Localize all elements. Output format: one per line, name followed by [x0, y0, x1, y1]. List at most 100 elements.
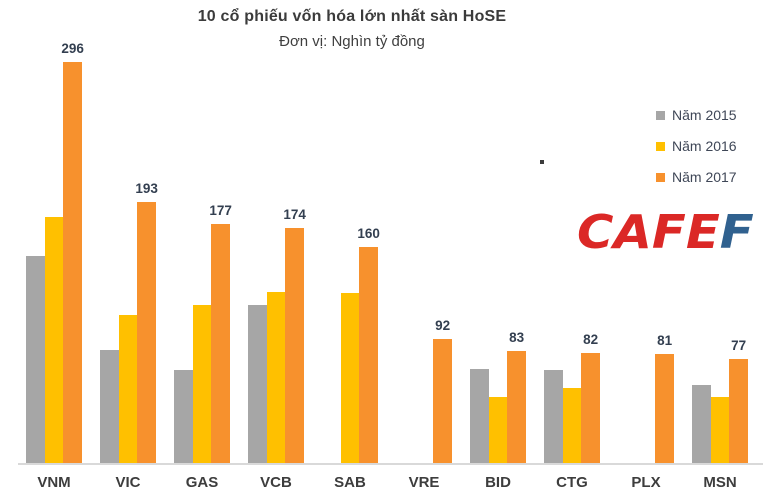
bar-gas-2015 [174, 370, 193, 464]
bar-slot-vcb-2015 [248, 62, 267, 464]
plot-area: 296 VNM 193 VIC 177 GAS 174 VCB 160 SAB 92 VRE 83 BID… [26, 41, 749, 491]
bar-vcb-2017 [285, 228, 305, 464]
bar-slot-msn-2016 [710, 62, 730, 464]
bar-slot-sab-2017: 160 [357, 62, 380, 464]
chart-subtitle: Đơn vị: Nghìn tỷ đồng [279, 33, 425, 50]
bar-bid-2015 [470, 369, 489, 464]
data-label-vic-2017: 193 [135, 181, 158, 196]
data-label-vcb-2017: 174 [283, 207, 306, 222]
bar-group-plx: 81 PLX [618, 62, 675, 491]
bar-slot-vnm-2015 [26, 62, 45, 464]
data-label-plx-2017: 81 [657, 333, 673, 348]
bar-slot-msn-2015 [692, 62, 711, 464]
bar-slot-vre-2017: 92 [433, 62, 453, 464]
cafef-logo-blue-text: F [719, 205, 754, 259]
data-label-gas-2017: 177 [209, 203, 232, 218]
stray-dot-artifact [540, 160, 544, 164]
bar-slot-vic-2015 [100, 62, 119, 464]
data-label-bid-2017: 83 [509, 330, 525, 345]
legend-marker-icon-2015 [656, 110, 665, 120]
bar-slot-vcb-2016 [266, 62, 286, 464]
bar-slot-vnm-2016 [44, 62, 64, 464]
bar-ctg-2015 [544, 370, 563, 464]
bar-gas-2017 [211, 224, 231, 464]
bar-slot-gas-2015 [174, 62, 193, 464]
category-label-vnm: VNM [37, 474, 71, 491]
bar-slot-ctg-2016 [562, 62, 582, 464]
bar-group-sab: 160 SAB [322, 62, 380, 491]
bar-slot-vre-2016 [415, 62, 434, 464]
cafef-logo-red-text: CAFE [577, 205, 720, 259]
bar-slot-plx-2017: 81 [655, 62, 675, 464]
bar-plx-2017 [655, 354, 675, 464]
bar-slot-plx-2015 [618, 62, 637, 464]
bar-msn-2016 [710, 397, 730, 464]
legend-item-2016: Năm 2016 [656, 137, 737, 155]
bar-slot-vnm-2017: 296 [61, 41, 84, 464]
category-label-vic: VIC [115, 474, 141, 491]
cafef-logo: CAFE F [577, 204, 754, 260]
chart-title: 10 cổ phiếu vốn hóa lớn nhất sàn HoSE [197, 8, 507, 25]
data-label-vnm-2017: 296 [61, 41, 84, 56]
bar-slot-vcb-2017: 174 [283, 62, 306, 464]
x-axis-line [18, 463, 763, 465]
bar-group-vre: 92 VRE [396, 62, 453, 491]
bar-vnm-2016 [44, 217, 64, 464]
data-label-ctg-2017: 82 [583, 332, 599, 347]
bar-bid-2016 [488, 397, 508, 464]
bar-slot-ctg-2017: 82 [581, 62, 601, 464]
bar-slot-msn-2017: 77 [729, 62, 749, 464]
bar-slot-vic-2016 [118, 62, 138, 464]
bar-group-vic: 193 VIC [100, 62, 158, 491]
category-label-ctg: CTG [556, 474, 588, 491]
bar-slot-sab-2016 [340, 62, 360, 464]
data-label-msn-2017: 77 [731, 338, 747, 353]
bar-slot-bid-2017: 83 [507, 62, 527, 464]
category-label-sab: SAB [334, 474, 366, 491]
bar-vnm-2015 [26, 256, 45, 464]
category-label-msn: MSN [703, 474, 737, 491]
category-label-gas: GAS [185, 474, 219, 491]
bar-group-vcb: 174 VCB [248, 62, 306, 491]
bar-ctg-2016 [562, 388, 582, 464]
legend-marker-icon-2017 [656, 172, 665, 182]
bar-group-msn: 77 MSN [692, 62, 749, 491]
legend-item-2015: Năm 2015 [656, 106, 737, 124]
bar-bid-2017 [507, 351, 527, 464]
legend-label-2017: Năm 2017 [672, 169, 737, 185]
bar-slot-gas-2016 [192, 62, 212, 464]
bar-ctg-2017 [581, 353, 601, 464]
data-label-sab-2017: 160 [357, 226, 380, 241]
category-label-plx: PLX [631, 474, 661, 491]
bar-slot-vre-2015 [396, 62, 415, 464]
bar-group-bid: 83 BID [470, 62, 527, 491]
legend: Năm 2015 Năm 2016 Năm 2017 [656, 106, 737, 186]
bar-msn-2017 [729, 359, 749, 464]
title-block: 10 cổ phiếu vốn hóa lớn nhất sàn HoSE Đơ… [0, 8, 704, 50]
bar-vic-2015 [100, 350, 119, 464]
legend-label-2015: Năm 2015 [672, 107, 737, 123]
category-label-bid: BID [485, 474, 511, 491]
bar-slot-plx-2016 [637, 62, 656, 464]
bar-vic-2016 [118, 315, 138, 464]
legend-item-2017: Năm 2017 [656, 168, 737, 186]
bar-slot-gas-2017: 177 [209, 62, 232, 464]
bar-sab-2017 [359, 247, 379, 464]
bar-vcb-2015 [248, 305, 267, 464]
bar-vcb-2016 [266, 292, 286, 464]
bar-vnm-2017 [63, 62, 83, 464]
category-label-vcb: VCB [260, 474, 292, 491]
bar-slot-bid-2015 [470, 62, 489, 464]
bar-vre-2017 [433, 339, 453, 464]
bar-gas-2016 [192, 305, 212, 464]
bar-slot-vic-2017: 193 [135, 62, 158, 464]
bar-group-vnm: 296 VNM [26, 41, 84, 491]
data-label-vre-2017: 92 [435, 318, 451, 333]
legend-marker-icon-2016 [656, 141, 665, 151]
bar-sab-2016 [340, 293, 360, 464]
bar-slot-bid-2016 [488, 62, 508, 464]
category-label-vre: VRE [408, 474, 440, 491]
legend-label-2016: Năm 2016 [672, 138, 737, 154]
bar-msn-2015 [692, 385, 711, 464]
